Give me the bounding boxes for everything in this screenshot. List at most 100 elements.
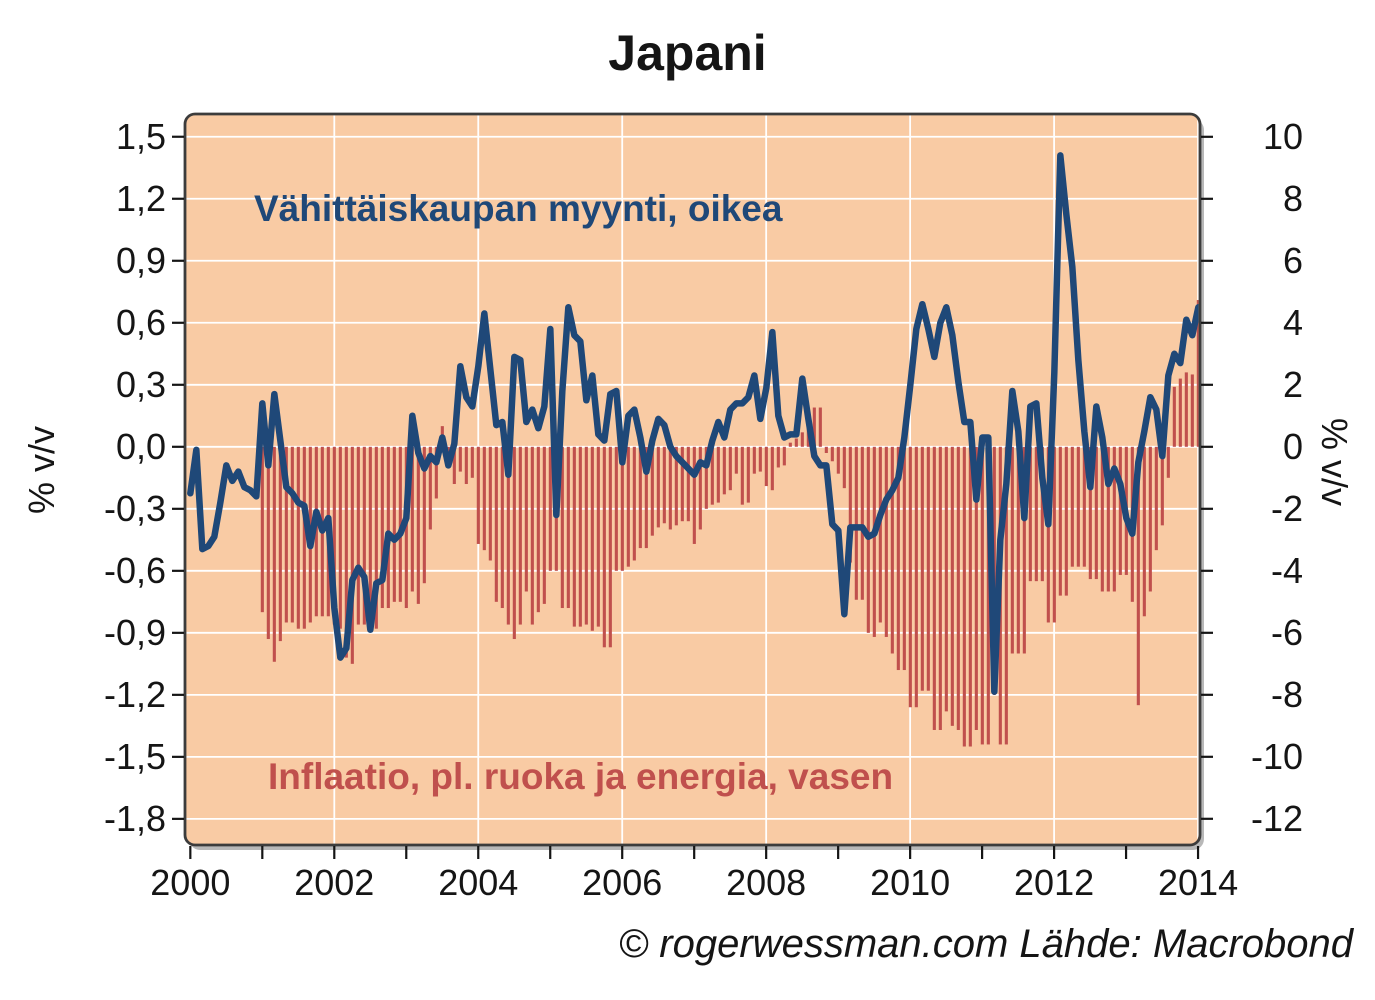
right-axis-tick-label: -2 — [1271, 488, 1303, 529]
inflation-bar — [1016, 446, 1020, 654]
right-axis-tick-label: -8 — [1271, 674, 1303, 715]
right-axis-tick-label: 6 — [1283, 240, 1303, 281]
inflation-bar — [272, 446, 276, 662]
right-axis-tick-label: -6 — [1271, 612, 1303, 653]
left-axis-tick-label: 1,2 — [116, 178, 166, 219]
right-axis-tick-label: 10 — [1263, 116, 1303, 157]
left-axis-tick-label: 0,9 — [116, 240, 166, 281]
inflation-bar — [296, 446, 300, 629]
inflation-bar — [392, 446, 396, 602]
inflation-bar — [344, 446, 348, 658]
x-axis-tick-label: 2008 — [726, 862, 806, 903]
x-axis-tick-label: 2002 — [294, 862, 374, 903]
inflation-bar — [278, 446, 282, 642]
inflation-bar — [812, 407, 816, 447]
inflation-bar — [1160, 446, 1164, 526]
inflation-bar — [260, 446, 264, 613]
inflation-bar — [704, 446, 708, 509]
inflation-bar — [428, 446, 432, 530]
left-axis-tick-label: -0,3 — [104, 488, 166, 529]
inflation-bar — [944, 446, 948, 712]
inflation-bar — [1106, 446, 1110, 592]
inflation-bar — [632, 446, 636, 561]
inflation-bar — [284, 446, 288, 623]
inflation-bar — [590, 446, 594, 631]
inflation-bar — [1076, 446, 1080, 567]
inflation-bar — [560, 446, 564, 609]
inflation-bar — [758, 446, 762, 472]
inflation-bar — [506, 446, 510, 625]
left-axis-tick-label: 0,3 — [116, 364, 166, 405]
plot-area — [186, 115, 1199, 844]
left-axis-tick-label: -1,2 — [104, 674, 166, 715]
inflation-bar — [794, 438, 798, 447]
inflation-bar — [674, 446, 678, 526]
inflation-bar — [1094, 446, 1098, 580]
inflation-bar — [860, 446, 864, 600]
inflation-bar — [500, 446, 504, 609]
inflation-bar — [782, 446, 786, 466]
inflation-bar — [572, 446, 576, 627]
inflation-bar — [458, 446, 462, 472]
inflation-bar — [608, 446, 612, 648]
inflation-bar — [524, 446, 528, 592]
inflation-bar — [1010, 446, 1014, 654]
inflation-bar — [908, 446, 912, 708]
left-axis-tick-label: -1,8 — [104, 798, 166, 839]
inflation-bar — [1184, 372, 1188, 447]
inflation-bar — [404, 446, 408, 609]
right-axis-tick-label: -10 — [1251, 736, 1303, 777]
right-axis-tick-label: 4 — [1283, 302, 1303, 343]
inflation-bar — [734, 446, 738, 474]
inflation-bar — [716, 446, 720, 503]
left-axis-tick-label: -1,5 — [104, 736, 166, 777]
right-axis-tick-label: -12 — [1251, 798, 1303, 839]
x-axis-tick-label: 2010 — [870, 862, 950, 903]
inflation-bar — [338, 446, 342, 629]
inflation-bar — [728, 446, 732, 491]
right-axis-tick-label: 0 — [1283, 426, 1303, 467]
inflation-bar — [1190, 374, 1194, 447]
inflation-bar — [626, 446, 630, 567]
inflation-bar — [848, 446, 852, 563]
x-axis-tick-label: 2000 — [150, 862, 230, 903]
inflation-bar — [332, 446, 336, 625]
inflation-bar — [602, 446, 606, 648]
inflation-bar — [926, 446, 930, 691]
inflation-bar — [638, 446, 642, 549]
inflation-bar — [770, 446, 774, 491]
inflation-bar — [386, 446, 390, 609]
x-axis-tick-label: 2006 — [582, 862, 662, 903]
inflation-bar — [950, 446, 954, 726]
inflation-bar — [1082, 446, 1086, 567]
inflation-bar — [980, 446, 984, 745]
inflation-bar — [536, 446, 540, 613]
right-axis-tick-label: 2 — [1283, 364, 1303, 405]
left-axis-tick-label: -0,9 — [104, 612, 166, 653]
chart-title: Japani — [608, 25, 767, 81]
inflation-bar — [350, 446, 354, 664]
inflation-bar — [512, 446, 516, 640]
right-axis-unit-label: % v/v — [1314, 417, 1355, 507]
inflation-bar — [776, 446, 780, 468]
inflation-bar — [830, 446, 834, 462]
inflation-bar — [578, 446, 582, 627]
source-attribution: © rogerwessman.com Lähde: Macrobond — [618, 922, 1353, 966]
inflation-bar — [374, 446, 378, 629]
inflation-bar — [1136, 446, 1140, 706]
inflation-bar — [1166, 446, 1170, 478]
inflation-bar — [368, 446, 372, 629]
inflation-bar — [884, 446, 888, 637]
bar-series-label: Inflaatio, pl. ruoka ja energia, vasen — [268, 756, 894, 797]
inflation-bar — [962, 446, 966, 747]
inflation-bar — [434, 446, 438, 499]
inflation-bar — [896, 446, 900, 671]
inflation-bar — [680, 446, 684, 522]
inflation-bar — [290, 446, 294, 623]
inflation-bar — [566, 446, 570, 609]
right-axis-tick-label: -4 — [1271, 550, 1303, 591]
inflation-bar — [620, 446, 624, 571]
inflation-bar — [662, 446, 666, 524]
x-axis-tick-label: 2012 — [1014, 862, 1094, 903]
inflation-bar — [842, 446, 846, 489]
